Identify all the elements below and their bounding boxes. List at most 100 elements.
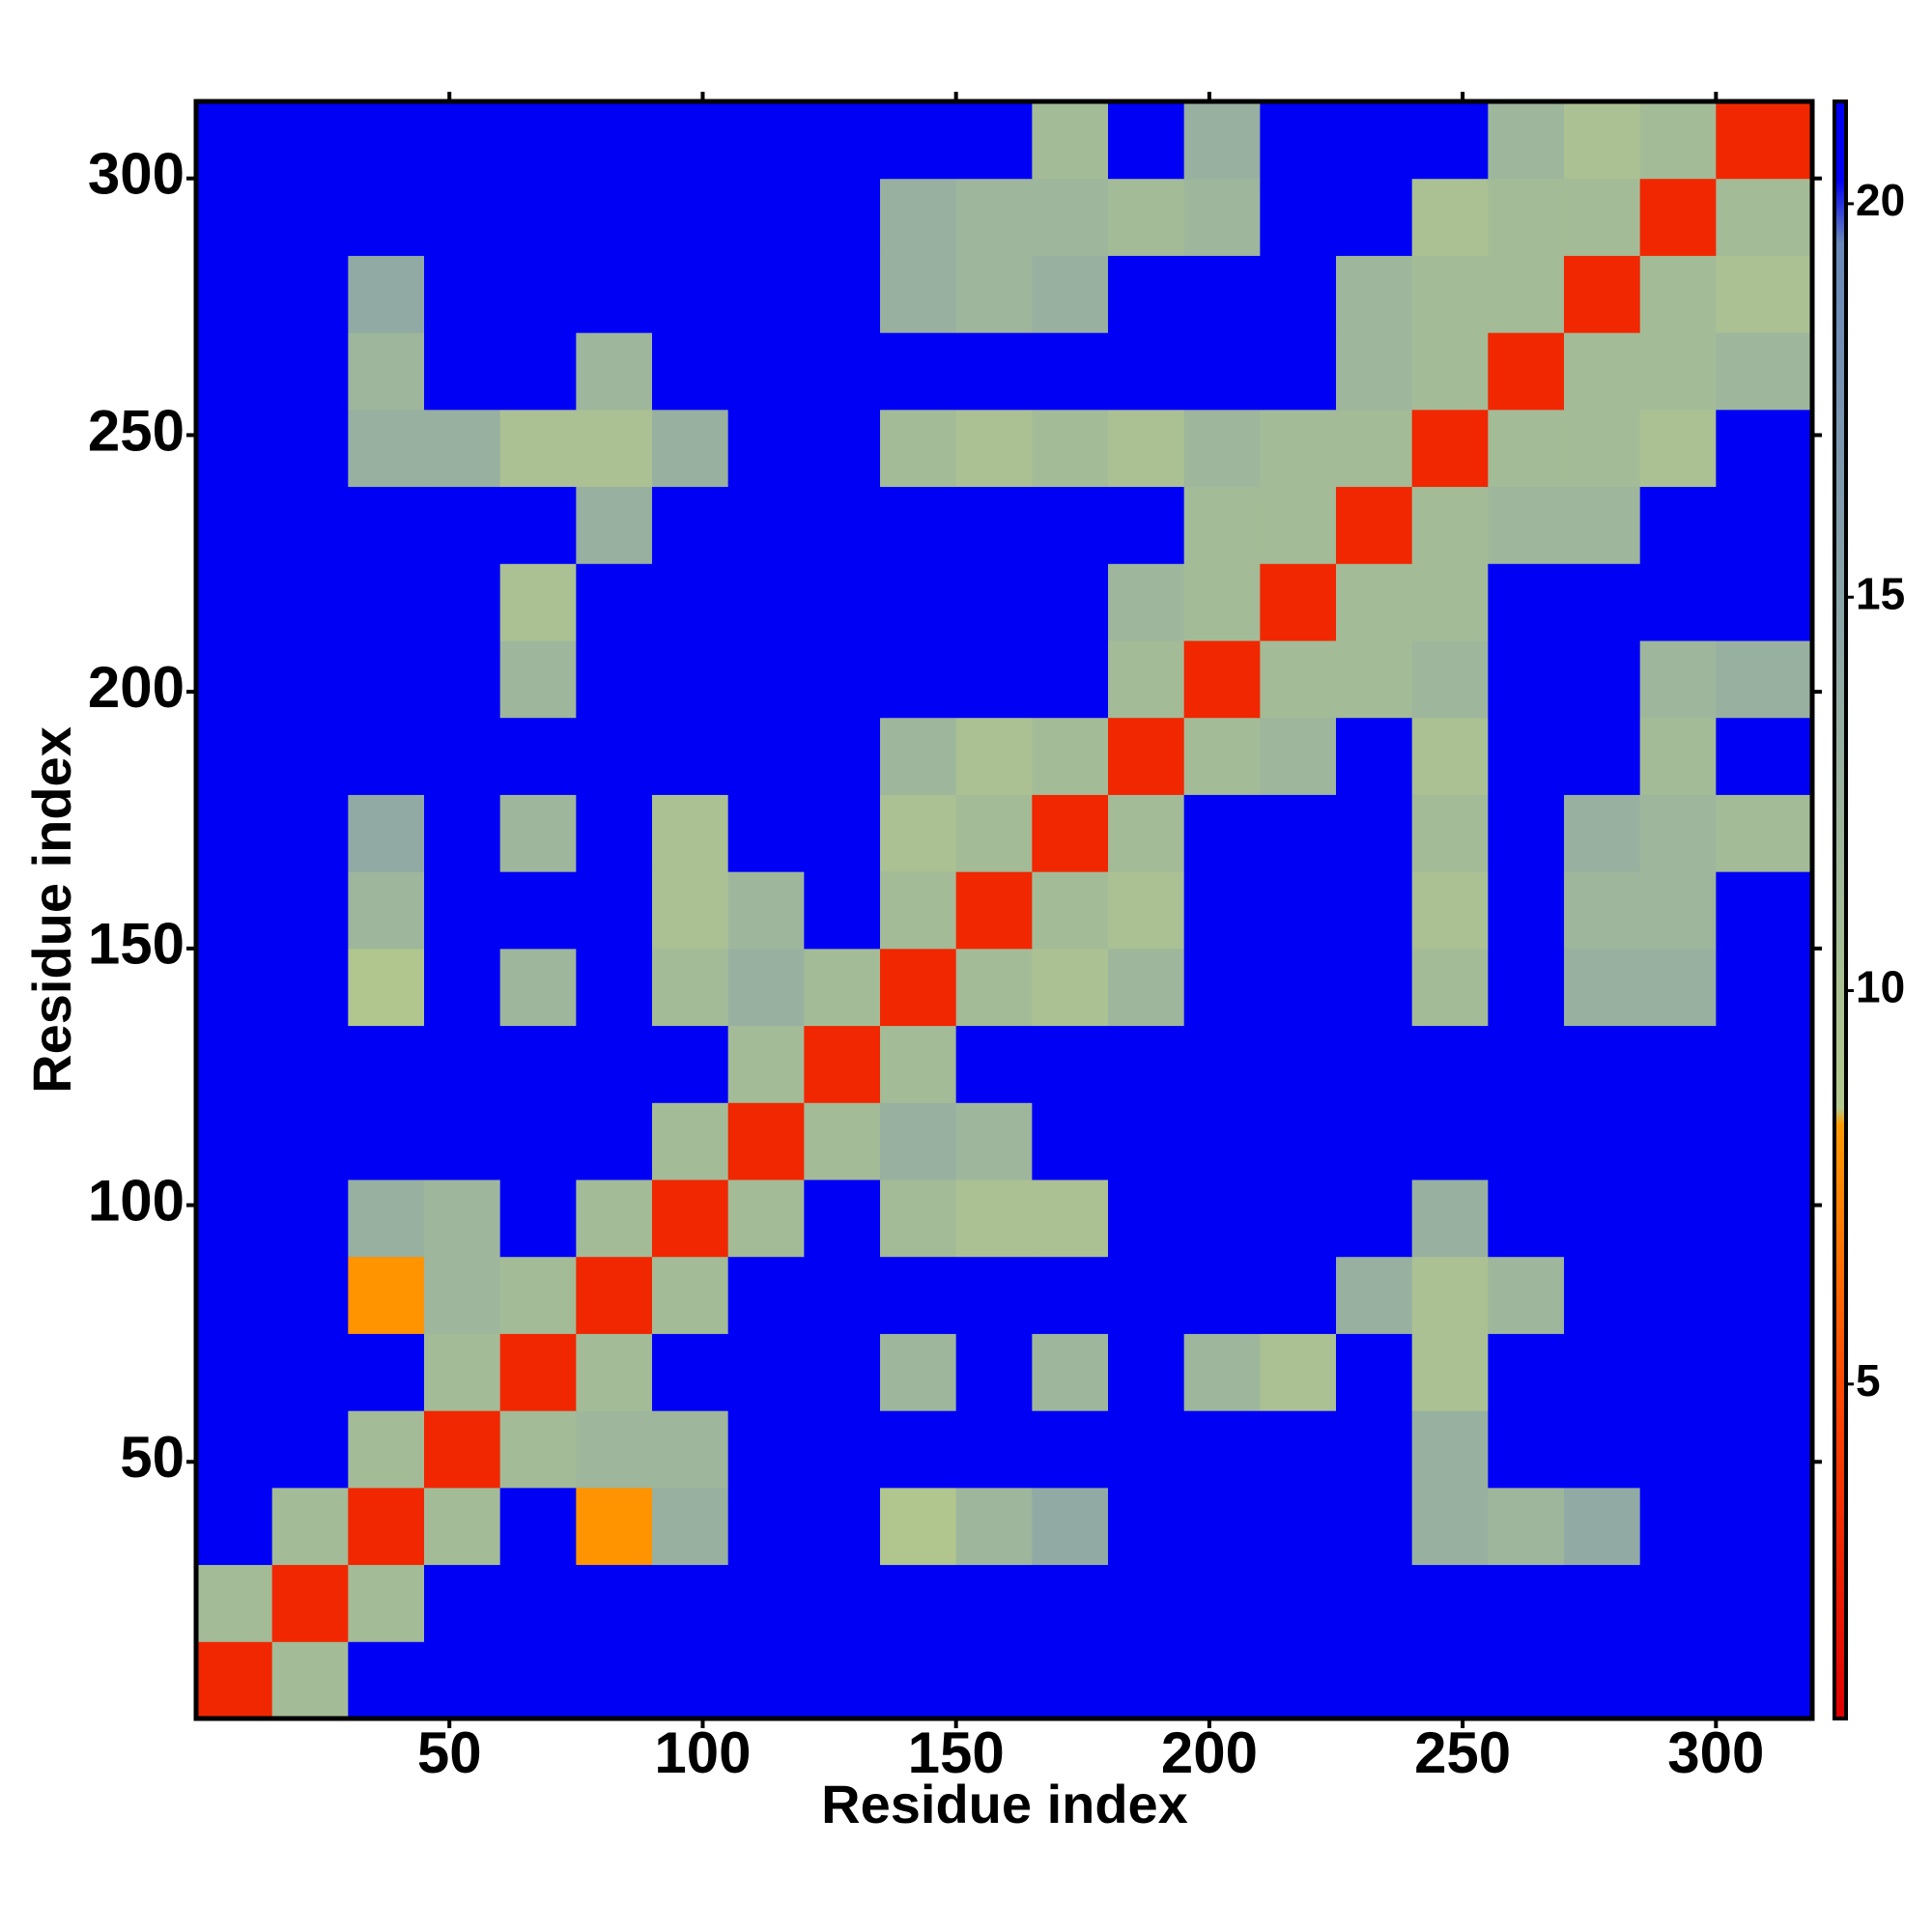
heatmap-cell	[271, 101, 349, 180]
heatmap-cell	[1716, 871, 1813, 950]
heatmap-cell	[1488, 1487, 1565, 1566]
heatmap-cell	[727, 178, 805, 256]
heatmap-cell	[348, 717, 425, 795]
heatmap-cell	[1260, 871, 1337, 950]
y-tick-label: 100	[88, 1168, 185, 1233]
heatmap-cell	[1564, 1333, 1641, 1411]
heatmap-cell	[348, 1487, 425, 1566]
heatmap-cell	[1108, 871, 1185, 950]
y-tick-label: 300	[88, 142, 185, 207]
heatmap-cell	[1260, 1487, 1337, 1566]
heatmap-cell	[1108, 1256, 1185, 1334]
heatmap-cell	[499, 1564, 577, 1642]
heatmap-cell	[1260, 101, 1337, 180]
heatmap-cell	[1032, 486, 1109, 564]
heatmap-cell	[880, 332, 957, 411]
heatmap-cell	[196, 178, 273, 256]
heatmap-cell	[1336, 1102, 1413, 1180]
heatmap-cell	[576, 717, 653, 795]
heatmap-cell	[1716, 1641, 1813, 1719]
heatmap-cell	[424, 948, 501, 1027]
heatmap-cell	[880, 178, 957, 256]
heatmap-cell	[1564, 794, 1641, 872]
heatmap-cell	[1260, 640, 1337, 719]
heatmap-cell	[1411, 1564, 1489, 1642]
heatmap-cell	[424, 794, 501, 872]
heatmap-cell	[880, 101, 957, 180]
heatmap-cell	[1336, 948, 1413, 1027]
y-axis-label: Residue index	[21, 726, 82, 1094]
heatmap-cell	[1716, 563, 1813, 641]
heatmap-cell	[1488, 1641, 1565, 1719]
heatmap-cell	[955, 563, 1033, 641]
heatmap-cell	[576, 1333, 653, 1411]
heatmap-cell	[271, 486, 349, 564]
heatmap-cell	[804, 1256, 881, 1334]
heatmap-cell	[576, 1487, 653, 1566]
heatmap-cell	[576, 794, 653, 872]
heatmap-cell	[1108, 1102, 1185, 1180]
heatmap-cell	[1488, 794, 1565, 872]
heatmap-cell	[1336, 1256, 1413, 1334]
heatmap-cell	[271, 1410, 349, 1489]
x-axis-label: Residue index	[821, 1774, 1188, 1834]
heatmap-cell	[424, 640, 501, 719]
heatmap-cell	[348, 409, 425, 488]
heatmap-cell	[499, 1333, 577, 1411]
heatmap-cell	[1488, 1025, 1565, 1103]
heatmap-cell	[880, 640, 957, 719]
heatmap-cell	[727, 717, 805, 795]
heatmap-cell	[652, 1256, 729, 1334]
heatmap-cell	[1716, 409, 1813, 488]
heatmap-cell	[652, 101, 729, 180]
heatmap-cell	[652, 717, 729, 795]
heatmap-cell	[1108, 948, 1185, 1027]
heatmap-cell	[271, 948, 349, 1027]
heatmap-cell	[271, 1256, 349, 1334]
heatmap-cell	[499, 101, 577, 180]
heatmap-cell	[727, 1487, 805, 1566]
heatmap-cell	[955, 1025, 1033, 1103]
heatmap-cell	[1411, 1487, 1489, 1566]
heatmap-cell	[1032, 1564, 1109, 1642]
heatmap-cell	[955, 1487, 1033, 1566]
heatmap-cell	[1336, 409, 1413, 488]
heatmap-cell	[804, 178, 881, 256]
heatmap-cell	[499, 1256, 577, 1334]
heatmap-cell	[424, 1641, 501, 1719]
heatmap-cell	[1183, 1025, 1261, 1103]
heatmap-cell	[196, 1102, 273, 1180]
heatmap-cell	[1564, 1256, 1641, 1334]
heatmap-cell	[1032, 948, 1109, 1027]
heatmap-cell	[1639, 1102, 1717, 1180]
heatmap-cell	[1183, 1333, 1261, 1411]
heatmap-cell	[727, 948, 805, 1027]
heatmap-cell	[652, 332, 729, 411]
heatmap-cell	[424, 1256, 501, 1334]
heatmap-cell	[576, 1410, 653, 1489]
heatmap-cell	[804, 1641, 881, 1719]
heatmap-cell	[955, 332, 1033, 411]
heatmap-cell	[271, 1333, 349, 1411]
heatmap-cell	[348, 332, 425, 411]
heatmap-cell	[1411, 1025, 1489, 1103]
colorbar-tick-label: 15	[1856, 568, 1905, 618]
heatmap-cell	[424, 332, 501, 411]
heatmap-cell	[576, 948, 653, 1027]
heatmap-cell	[1336, 332, 1413, 411]
heatmap-cell	[196, 1564, 273, 1642]
heatmap-cell	[196, 1410, 273, 1489]
heatmap-cell	[1488, 409, 1565, 488]
heatmap-cell	[499, 409, 577, 488]
heatmap-cell	[499, 1410, 577, 1489]
heatmap-cell	[348, 1410, 425, 1489]
heatmap-cell	[1032, 332, 1109, 411]
y-tick-label: 150	[88, 912, 185, 977]
heatmap-cell	[804, 1333, 881, 1411]
heatmap-cell	[348, 255, 425, 333]
heatmap-cell	[1716, 1564, 1813, 1642]
heatmap-cell	[348, 1564, 425, 1642]
heatmap-cell	[727, 101, 805, 180]
heatmap-cell	[1411, 717, 1489, 795]
